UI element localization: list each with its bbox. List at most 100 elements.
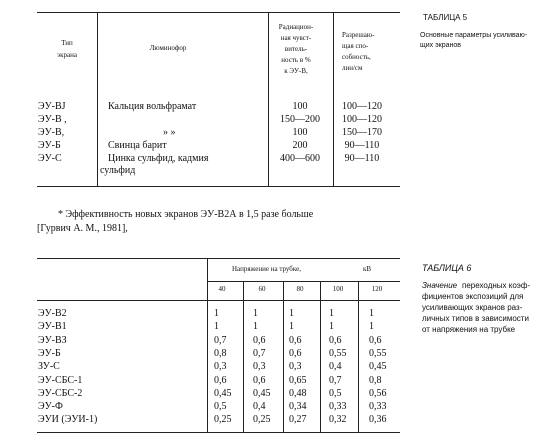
rule <box>333 12 334 186</box>
column-header: 60 <box>258 285 266 293</box>
cell-value: 0,4 <box>329 361 342 373</box>
header-text: щая спо- <box>342 42 369 50</box>
rule <box>97 12 98 186</box>
header-text: Разрешаю- <box>342 31 375 39</box>
row-label: ЭУ-ВЗ <box>38 334 67 346</box>
rule <box>37 12 400 13</box>
cell-value: 0,55 <box>369 347 387 359</box>
row-label: ЭУ-В2 <box>38 308 67 319</box>
cell-value: 0,48 <box>289 387 307 399</box>
cell-value: 0,45 <box>214 387 232 399</box>
cell-value: 0,3 <box>253 361 266 373</box>
column-header: 80 <box>296 285 304 293</box>
table-caption: ТАБЛИЦА 5 <box>423 13 468 22</box>
table-caption: ТАБЛИЦА 6 <box>422 263 472 273</box>
rule <box>37 432 400 433</box>
header-text: витель- <box>284 45 308 53</box>
cell-value: 0,56 <box>369 387 387 399</box>
cell-value: 200 <box>292 140 308 151</box>
cell-value: 0,27 <box>289 414 307 426</box>
table-description: Значение <box>422 281 458 290</box>
table-description: переходных коэф- <box>462 281 531 290</box>
cell-value: 1 <box>214 308 219 319</box>
cell-value: 1 <box>369 308 374 319</box>
row-label: ЭУ-В1 <box>38 321 67 333</box>
cell-value: 0,8 <box>369 374 382 386</box>
rule <box>37 300 400 301</box>
row-label: ЗУ-С <box>38 361 60 373</box>
cell-value: 0,3 <box>214 361 227 373</box>
cell-value: 1 <box>253 308 258 319</box>
row-label: ЭУ-BJ <box>38 101 66 112</box>
table-description: от напряжения на трубке <box>422 325 516 334</box>
cell-value: 0,6 <box>214 374 227 386</box>
cell-value: 100 <box>292 127 308 138</box>
table-description: усиливающих экранов раз- <box>422 303 523 312</box>
cell-value: 100—120 <box>342 101 382 112</box>
header-text: ность в % <box>281 56 311 64</box>
cell-value: 150—200 <box>280 114 320 125</box>
header-text: к ЭУ-В, <box>284 67 308 75</box>
phosphor: Цинка сульфид, кадмия <box>108 153 209 164</box>
rule <box>358 281 359 432</box>
table-description: Основные параметры усиливаю- <box>420 32 528 39</box>
footnote: * Эффективность новых экранов ЭУ-В2А в 1… <box>58 209 314 220</box>
cell-value: 0,65 <box>289 374 307 386</box>
cell-value: 0,7 <box>329 374 342 386</box>
header-text: кВ <box>363 265 372 273</box>
cell-value: 0,6 <box>369 334 382 346</box>
cell-value: 0,6 <box>329 334 342 346</box>
header-text: лин/см <box>342 64 363 72</box>
cell-value: 0,7 <box>253 347 266 359</box>
header-text: экрана <box>57 51 77 59</box>
column-header: 40 <box>218 285 226 293</box>
rule <box>37 258 400 259</box>
column-header: 100 <box>332 285 344 293</box>
phosphor: Свинца барит <box>108 140 167 151</box>
cell-value: 1 <box>329 321 334 333</box>
row-label: ЭУ-Ф <box>38 401 63 413</box>
header-text: Напряжение на трубке, <box>232 265 301 273</box>
cell-value: 0,6 <box>289 334 302 346</box>
rule <box>37 186 400 187</box>
cell-value: 0,6 <box>253 334 266 346</box>
cell-value: 400—600 <box>280 153 320 164</box>
row-label: ЭУ-Б <box>38 347 61 359</box>
cell-value: 90—110 <box>344 153 380 164</box>
cell-value: 0,36 <box>369 414 387 426</box>
row-label: ЭУИ (ЭУИ-1) <box>38 414 98 426</box>
row-label: ЭУ-В , <box>38 114 67 125</box>
header-text: Люминофор <box>149 44 187 52</box>
rule <box>283 281 284 432</box>
phosphor: Кальция вольфрамат <box>108 101 197 112</box>
cell-value: 150—170 <box>342 127 382 138</box>
rule <box>243 281 244 432</box>
cell-value: 90—110 <box>344 140 380 151</box>
row-label: ЭУ-СБС-1 <box>38 374 83 386</box>
rule <box>207 281 400 282</box>
cell-value: 0,32 <box>329 414 347 426</box>
cell-value: 0,33 <box>329 401 347 413</box>
rule <box>268 12 269 186</box>
phosphor: сульфид <box>100 165 136 176</box>
cell-value: 1 <box>214 321 219 333</box>
row-label: ЭУ-С <box>38 153 62 164</box>
rule <box>320 281 321 432</box>
cell-value: 0,33 <box>369 401 387 413</box>
row-label: ЭУ-Б <box>38 140 61 151</box>
cell-value: 100 <box>292 101 308 112</box>
cell-value: 0,7 <box>214 334 227 346</box>
phosphor: » » <box>163 127 176 138</box>
rule <box>207 258 208 432</box>
table-description: личных типов в зависимости <box>422 314 529 323</box>
cell-value: 0,34 <box>289 401 307 413</box>
cell-value: 100—120 <box>342 114 382 125</box>
cell-value: 0,6 <box>253 374 266 386</box>
header-text: Тип <box>61 39 73 47</box>
header-text: Радиацион- <box>278 23 314 31</box>
cell-value: 1 <box>253 321 258 333</box>
header-text: ная чувст- <box>280 34 312 42</box>
cell-value: 0,8 <box>214 347 227 359</box>
footnote: [Гурвич А. М., 1981], <box>37 223 128 234</box>
